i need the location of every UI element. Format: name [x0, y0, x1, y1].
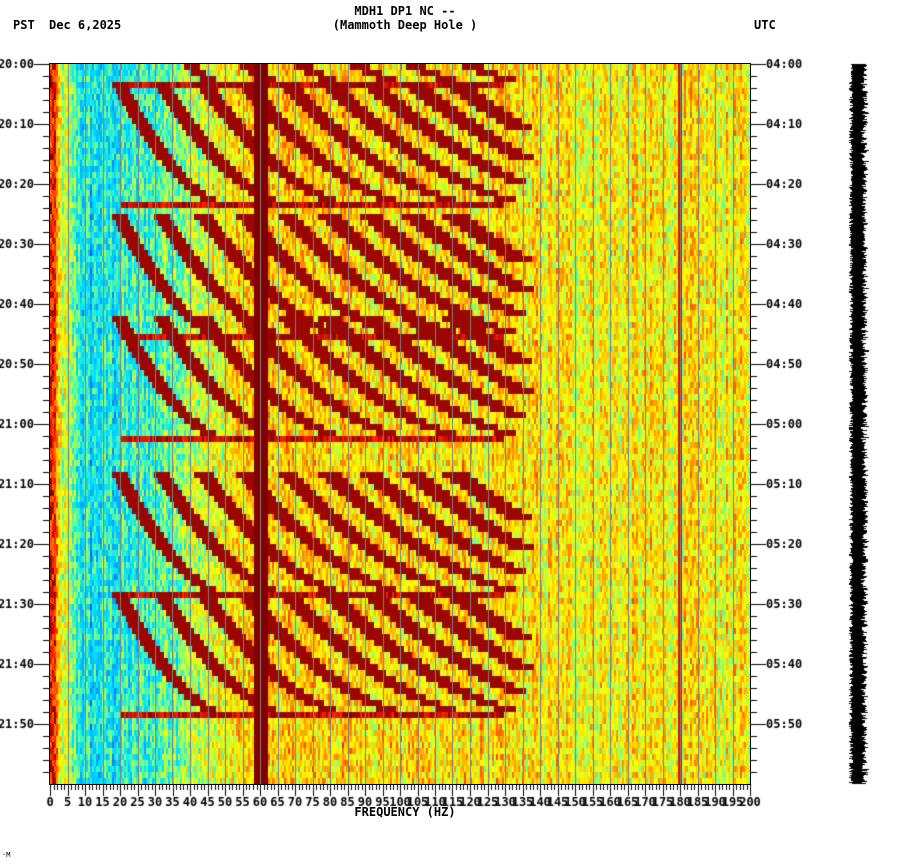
x-axis-label: FREQUENCY (HZ): [354, 805, 456, 819]
footer-mark: ·M: [2, 851, 11, 859]
